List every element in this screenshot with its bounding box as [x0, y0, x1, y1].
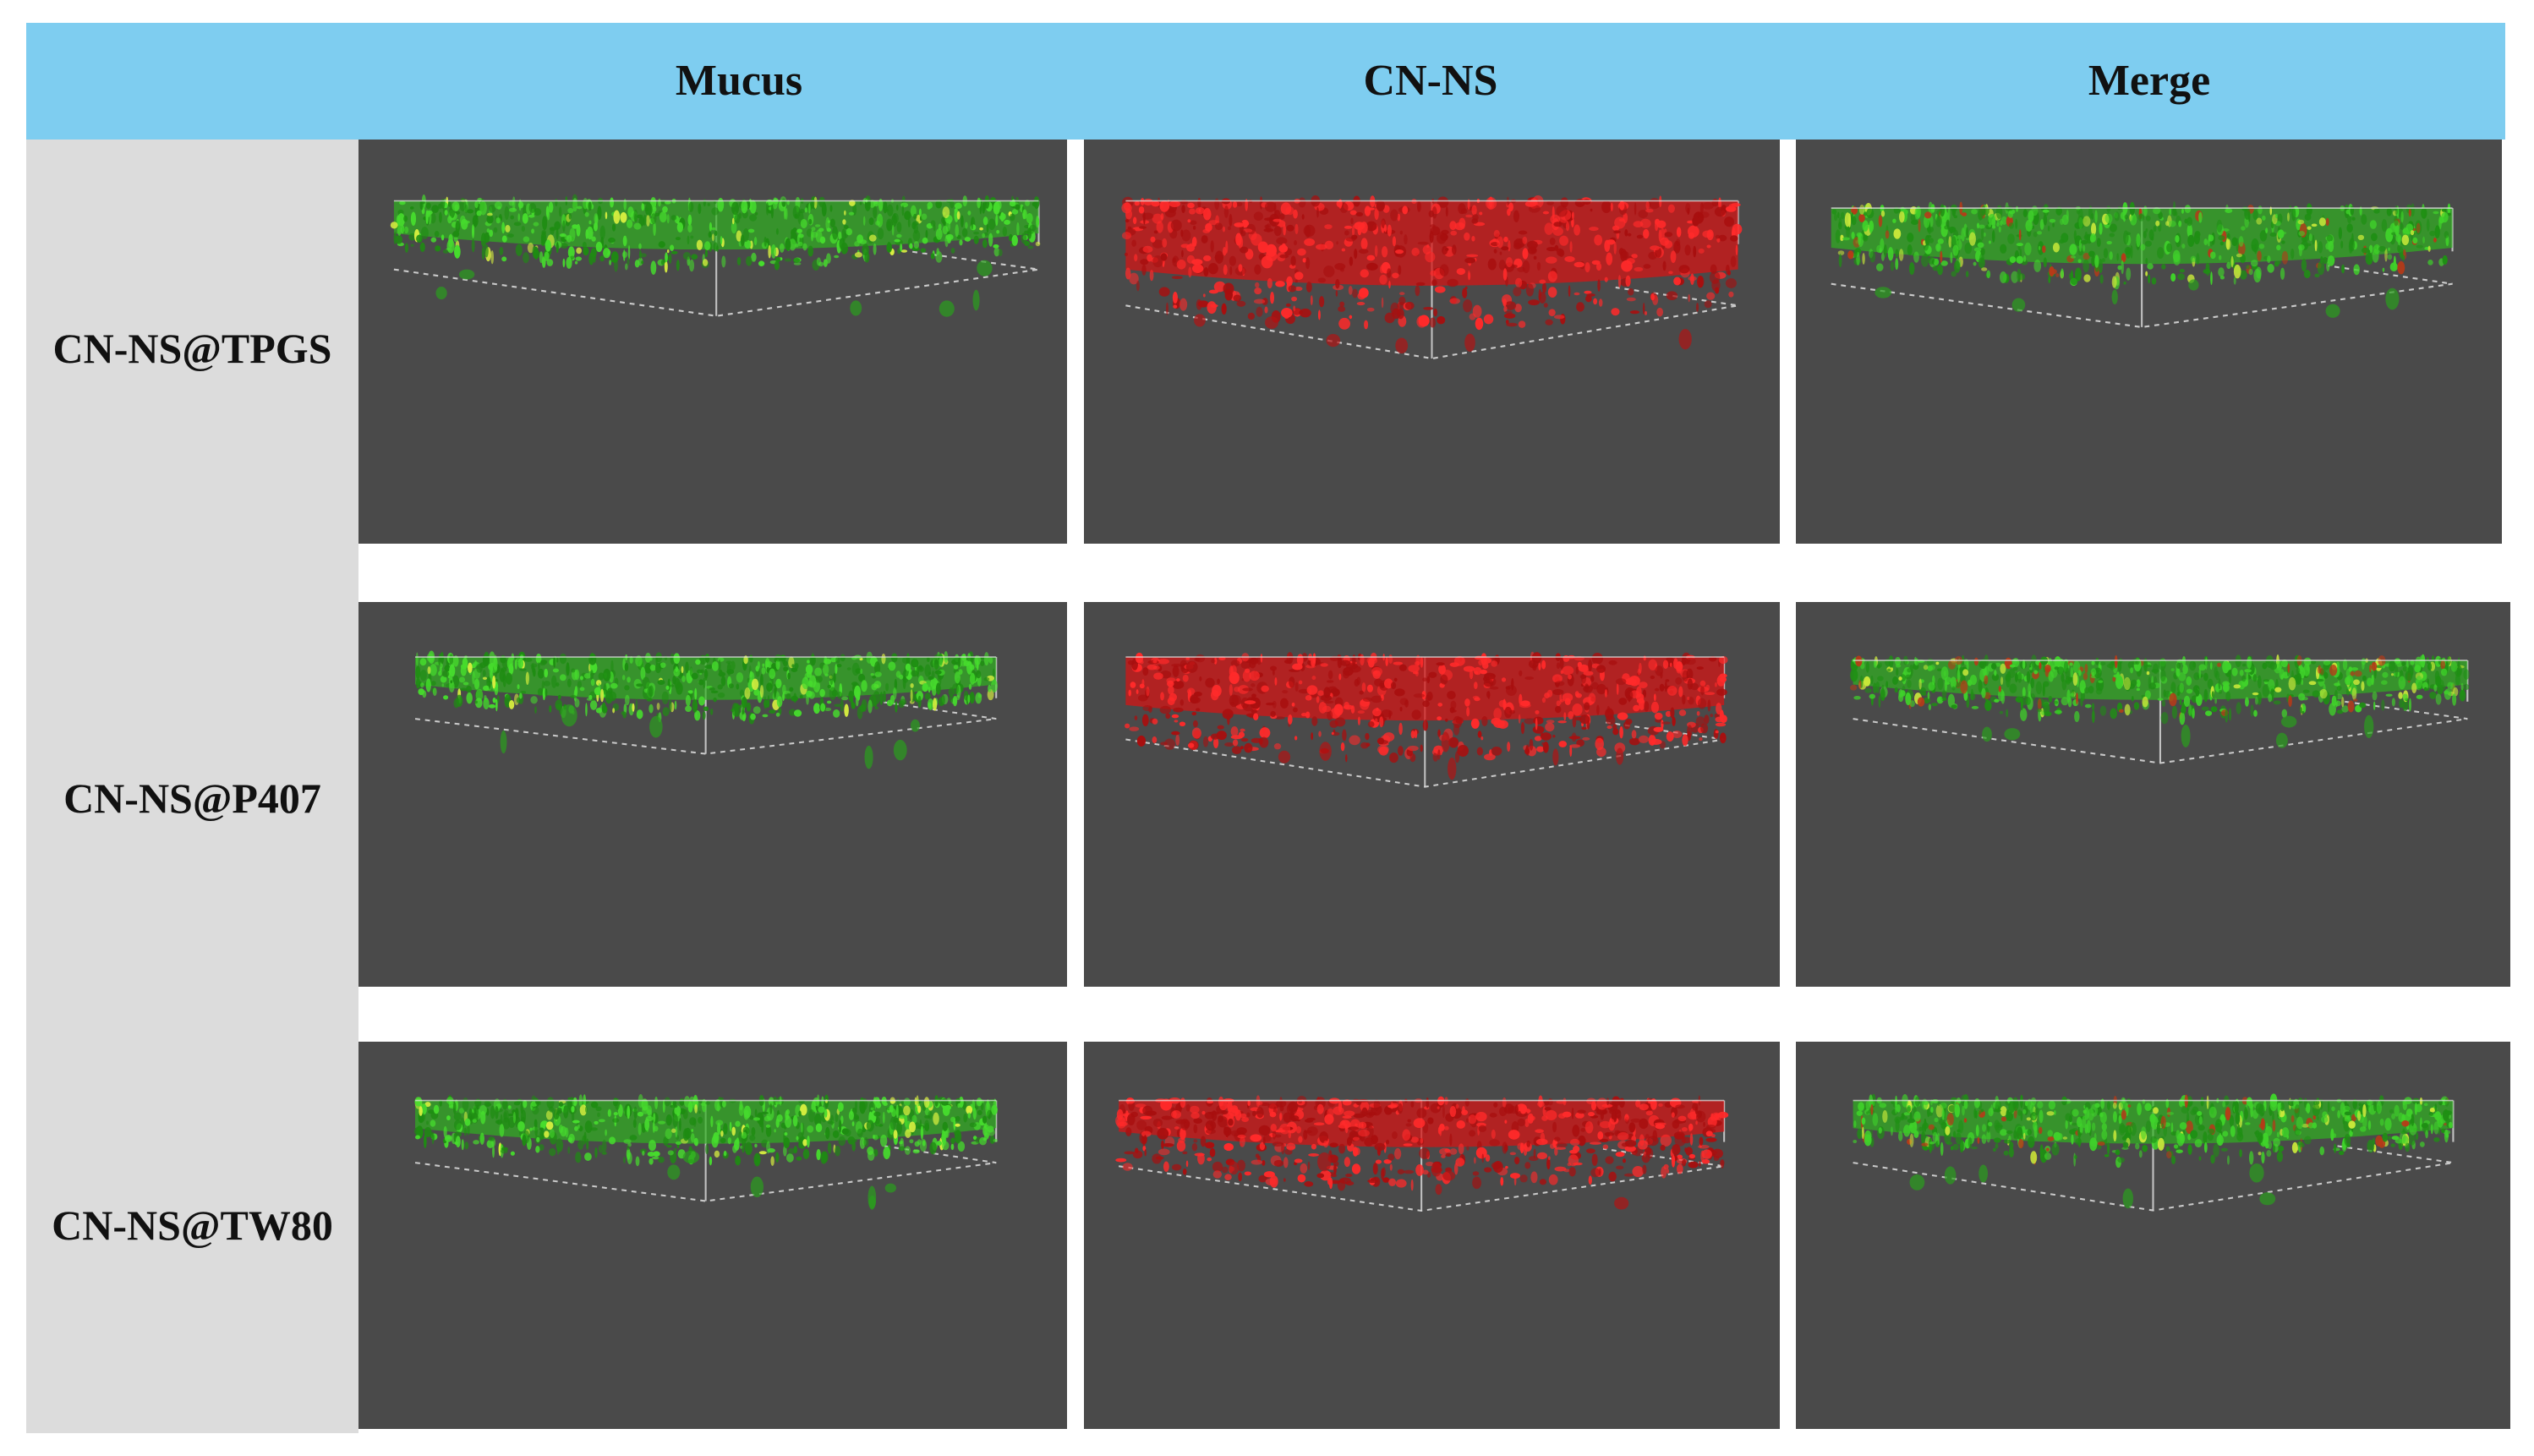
panel-tw80-mucus [358, 1042, 1067, 1429]
row-title-p407: CN-NS@P407 [63, 775, 321, 822]
panel-tpgs-merge [1796, 140, 2502, 544]
column-title-mucus: Mucus [675, 57, 803, 105]
confocal-3d-render [1796, 1042, 2510, 1429]
row-title-tpgs: CN-NS@TPGS [52, 325, 332, 372]
panel-tpgs-cn-ns [1084, 140, 1780, 544]
column-title-cn-ns: CN-NS [1363, 57, 1498, 105]
confocal-3d-render [1796, 140, 2502, 544]
panel-tw80-merge [1796, 1042, 2510, 1429]
row-title-tw80: CN-NS@TW80 [52, 1201, 333, 1249]
panel-tw80-cn-ns [1084, 1042, 1780, 1429]
confocal-3d-render [1084, 602, 1780, 987]
panel-tpgs-mucus [358, 140, 1067, 544]
column-title-merge: Merge [2088, 57, 2211, 105]
confocal-3d-render [358, 140, 1067, 544]
confocal-3d-render [1796, 602, 2510, 987]
confocal-3d-render [1084, 140, 1780, 544]
panel-p407-cn-ns [1084, 602, 1780, 987]
confocal-3d-render [358, 1042, 1067, 1429]
column-header-bar [26, 23, 2505, 140]
row-label-column [26, 140, 358, 1433]
confocal-3d-render [1084, 1042, 1780, 1429]
panel-p407-merge [1796, 602, 2510, 987]
panel-p407-mucus [358, 602, 1067, 987]
confocal-3d-render [358, 602, 1067, 987]
